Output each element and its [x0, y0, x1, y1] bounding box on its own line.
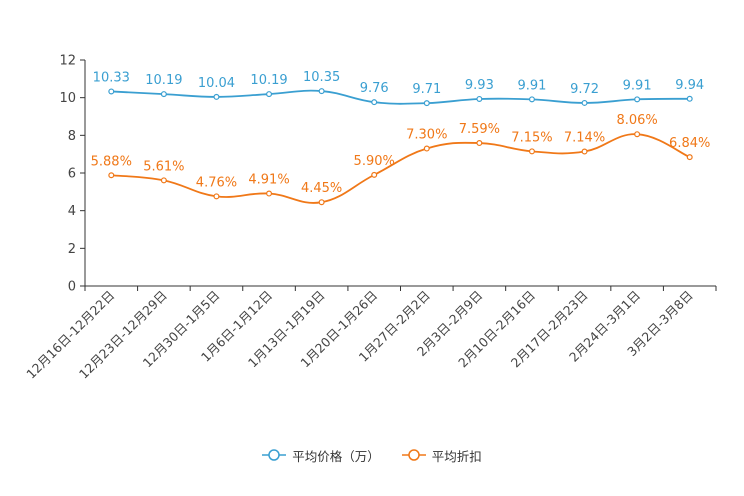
axes-layer: 02468101212月16日-12月22日12月23日-12月29日12月30…: [23, 54, 717, 382]
data-label-layer: 10.33 10.19 10.04 10.19 10.35 9.76 9.71 9.93 9.9…: [91, 70, 711, 196]
data-point: [160, 91, 167, 98]
legend-label-avg-discount: 平均折扣: [431, 448, 482, 464]
y-tick-label: 8: [68, 129, 76, 144]
data-point: [423, 145, 430, 152]
data-label: 7.59%: [459, 122, 500, 137]
legend-label-avg-price: 平均价格（万）: [292, 448, 380, 464]
data-label: 5.61%: [143, 159, 184, 174]
data-point: [686, 154, 693, 161]
data-point: [581, 99, 588, 106]
data-point: [108, 172, 115, 179]
data-label: 7.14%: [564, 131, 605, 146]
legend: 平均价格（万） 平均折扣: [0, 446, 744, 464]
legend-item-avg-discount[interactable]: 平均折扣: [401, 446, 482, 465]
data-point: [528, 96, 535, 103]
data-point: [213, 93, 220, 100]
data-label: 9.94: [675, 78, 704, 93]
data-point: [686, 95, 693, 102]
data-point: [476, 95, 483, 102]
data-point: [634, 96, 641, 103]
data-label: 10.35: [303, 70, 340, 85]
data-point: [266, 91, 273, 98]
series-line-0: [111, 89, 690, 105]
data-point: [476, 140, 483, 147]
y-tick-label: 2: [68, 242, 76, 257]
data-label: 9.72: [570, 82, 599, 97]
data-point: [318, 88, 325, 95]
legend-marker-icon: [262, 449, 287, 461]
y-tick-label: 6: [68, 167, 76, 182]
data-point: [160, 177, 167, 184]
data-label: 6.84%: [669, 136, 710, 151]
data-label: 4.45%: [301, 181, 342, 196]
data-point: [423, 100, 430, 107]
data-point: [266, 190, 273, 197]
legend-marker-icon: [401, 449, 426, 461]
data-label: 5.88%: [91, 154, 132, 169]
series-layer: [108, 88, 693, 206]
x-tick-label: 12月23日-12月29日: [76, 288, 170, 382]
y-tick-label: 10: [59, 91, 76, 106]
data-point: [581, 148, 588, 155]
y-tick-label: 12: [59, 54, 76, 69]
data-label: 4.76%: [196, 175, 237, 190]
data-label: 4.91%: [248, 173, 289, 188]
data-point: [634, 131, 641, 138]
data-label: 9.71: [412, 82, 441, 97]
legend-item-avg-price[interactable]: 平均价格（万）: [262, 446, 380, 465]
data-point: [528, 148, 535, 155]
data-label: 7.15%: [511, 130, 552, 145]
data-point: [371, 99, 378, 106]
data-point: [108, 88, 115, 95]
data-label: 10.04: [198, 76, 235, 91]
x-tick-label: 12月16日-12月22日: [23, 288, 117, 382]
data-label: 10.19: [250, 73, 287, 88]
data-label: 9.93: [465, 78, 494, 93]
data-label: 7.30%: [406, 128, 447, 143]
series-line-1: [111, 133, 691, 204]
data-point: [371, 171, 378, 178]
data-label: 9.91: [517, 78, 546, 93]
data-label: 9.91: [623, 78, 652, 93]
y-tick-label: 4: [68, 204, 76, 219]
data-label: 8.06%: [616, 113, 657, 128]
data-label: 10.19: [145, 73, 182, 88]
data-label: 9.76: [360, 81, 389, 96]
data-point: [318, 199, 325, 206]
data-label: 10.33: [93, 70, 130, 85]
data-point: [213, 193, 220, 200]
y-tick-label: 0: [68, 280, 76, 295]
data-label: 5.90%: [354, 154, 395, 169]
